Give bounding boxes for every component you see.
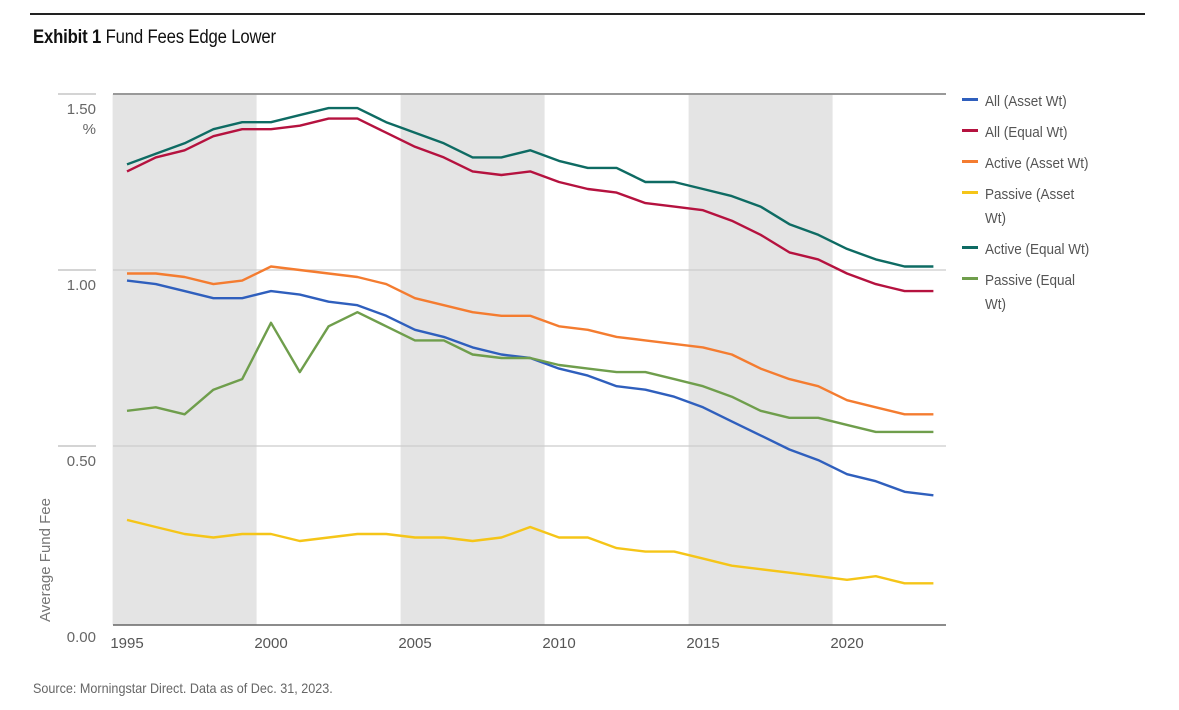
chart-title: Exhibit 1 Fund Fees Edge Lower (33, 27, 276, 49)
x-tick-label: 1995 (110, 635, 143, 652)
legend-swatch (962, 98, 978, 101)
legend-label: Passive (Equal Wt) (985, 272, 1076, 313)
series-line-all-equal-wt (126, 117, 934, 293)
legend-item: Passive (Equal Wt) (962, 269, 1162, 317)
series-line-passive-equal-wt (126, 311, 934, 434)
y-unit-label: % (83, 121, 96, 138)
shaded-band (688, 94, 833, 625)
legend-item: Passive (Asset Wt) (962, 183, 1162, 231)
x-tick-label: 2010 (542, 635, 575, 652)
shaded-band (400, 94, 545, 625)
shaded-band (112, 94, 257, 625)
legend-swatch (962, 246, 978, 249)
series-line-active-asset-wt (127, 265, 934, 416)
legend-swatch (962, 191, 978, 194)
legend-item: All (Equal Wt) (962, 121, 1162, 145)
legend-swatch (962, 129, 978, 132)
source-note: Source: Morningstar Direct. Data as of D… (33, 680, 333, 696)
legend-label: Passive (Asset Wt) (985, 186, 1075, 227)
series-line-active-equal-wt (126, 106, 934, 268)
legend-label: Active (Asset Wt) (985, 155, 1089, 172)
y-tick-label: 1.50 (67, 101, 96, 118)
legend-label: All (Asset Wt) (985, 93, 1067, 110)
legend: All (Asset Wt) All (Equal Wt) Active (Asse… (962, 90, 1162, 324)
legend-label: Active (Equal Wt) (985, 241, 1090, 258)
exhibit-label: Exhibit 1 (33, 27, 102, 48)
x-tick-label: 2020 (830, 635, 863, 652)
top-rule (30, 13, 1145, 15)
legend-item: All (Asset Wt) (962, 90, 1162, 114)
y-tick-label: 1.00 (67, 277, 96, 294)
x-tick-label: 2005 (398, 635, 431, 652)
x-tick-label: 2000 (254, 635, 287, 652)
y-tick-label: 0.00 (67, 629, 96, 646)
y-axis-label: Average Fund Fee (37, 498, 54, 622)
legend-item: Active (Asset Wt) (962, 152, 1162, 176)
legend-label: All (Equal Wt) (985, 124, 1068, 141)
series-line-passive-asset-wt (126, 518, 934, 585)
legend-swatch (962, 277, 978, 280)
legend-item: Active (Equal Wt) (962, 238, 1162, 262)
y-tick-label: 0.50 (67, 453, 96, 470)
legend-swatch (962, 160, 978, 163)
title-text: Fund Fees Edge Lower (105, 27, 276, 48)
x-tick-label: 2015 (686, 635, 719, 652)
